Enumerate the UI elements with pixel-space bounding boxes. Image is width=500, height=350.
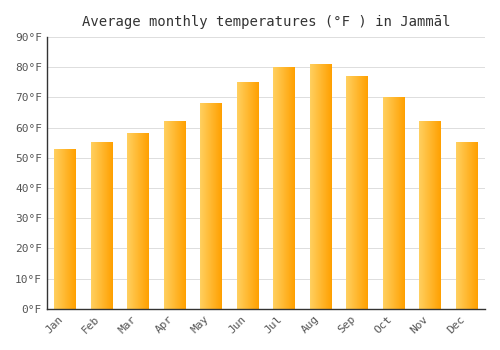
Title: Average monthly temperatures (°F ) in Jammāl: Average monthly temperatures (°F ) in Ja… xyxy=(82,15,450,29)
